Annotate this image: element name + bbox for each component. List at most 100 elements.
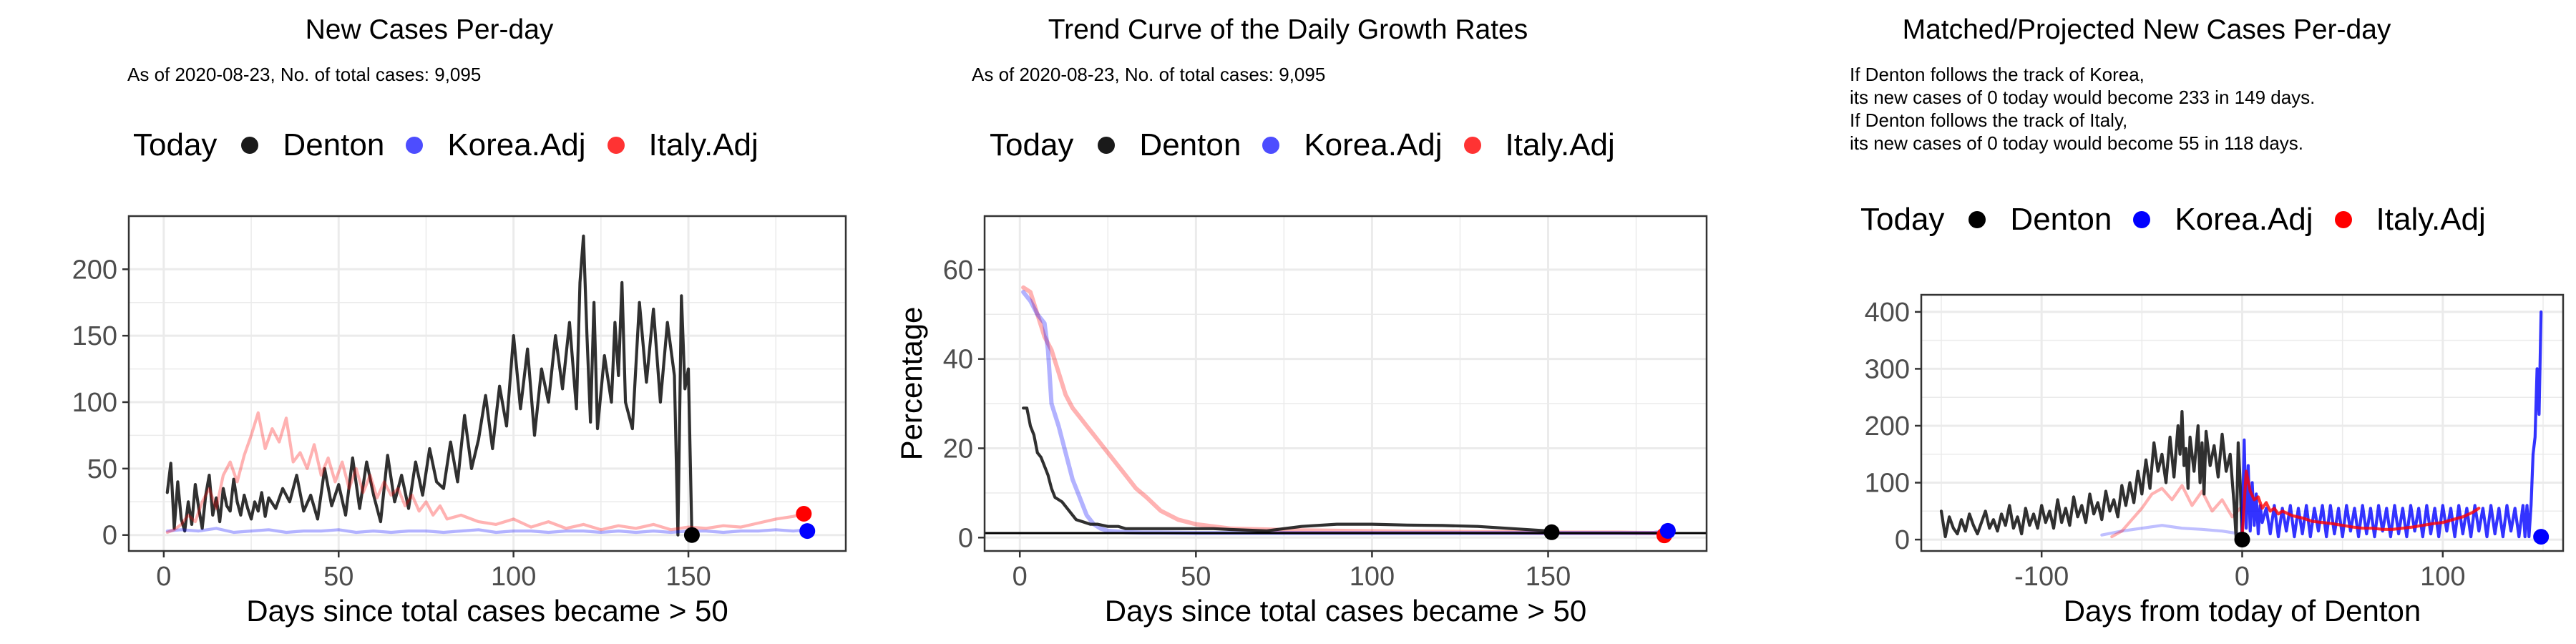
x-axis-label: Days from today of Denton (2064, 594, 2421, 628)
legend-dot-icon (1968, 211, 1986, 228)
y-tick-label: 400 (1865, 298, 1910, 328)
legend-title: Today (990, 127, 1074, 162)
legend-label: Denton (2010, 202, 2112, 237)
series-line (2110, 484, 2242, 539)
plot-border (983, 215, 1708, 552)
legend-dot-icon (1463, 137, 1481, 154)
subtitle-line: If Denton follows the track of Italy, (1850, 109, 2128, 131)
plot-background (129, 216, 846, 551)
series-line (165, 411, 806, 535)
series-group (165, 234, 809, 537)
chart-subtitle: As of 2020-08-23, No. of total cases: 9,… (972, 63, 1325, 86)
today-point (2533, 529, 2550, 545)
x-tick-label: 100 (2420, 562, 2465, 592)
y-tick-label: 200 (1865, 411, 1910, 441)
subtitle-line: As of 2020-08-23, No. of total cases: 9,… (127, 64, 482, 85)
subtitle-line: its new cases of 0 today would become 23… (1850, 87, 2316, 108)
chart-panel-new-cases: New Cases Per-day As of 2020-08-23, No. … (0, 0, 859, 644)
chart-subtitle: If Denton follows the track of Korea, it… (1850, 63, 2315, 155)
y-axis-label: Percentage (894, 307, 928, 461)
y-tick-label: 150 (72, 321, 117, 351)
legend-dot-icon (1098, 137, 1116, 154)
legend-dot-icon (241, 137, 259, 154)
x-tick-label: 100 (1350, 562, 1395, 592)
series-line (1939, 409, 2244, 542)
legend-label: Italy.Adj (2376, 202, 2486, 237)
today-point (2234, 532, 2250, 548)
chart-legend: Today Denton Korea.Adj Italy.Adj (1860, 202, 2507, 238)
today-point (796, 506, 812, 522)
legend-title: Today (133, 127, 218, 162)
today-point (1543, 524, 1560, 540)
legend-item-denton: Denton (241, 127, 384, 163)
legend-item-korea: Korea.Adj (406, 127, 586, 163)
chart-panel-growth-rates: Trend Curve of the Daily Growth Rates As… (859, 0, 1717, 644)
y-tick-label: 40 (943, 345, 973, 375)
x-tick-label: 100 (491, 562, 536, 592)
series-line (165, 234, 694, 537)
plot-background (985, 216, 1707, 551)
subtitle-line: If Denton follows the track of Korea, (1850, 64, 2145, 85)
x-tick-label: 50 (323, 562, 353, 592)
legend-item-korea: Korea.Adj (1262, 127, 1443, 163)
y-tick-label: 300 (1865, 354, 1910, 384)
legend-item-denton: Denton (1098, 127, 1241, 163)
legend-dot-icon (2133, 211, 2151, 228)
chart-svg: 0 50 100 150 0 50 100 150 200 Days since total ca… (72, 215, 847, 628)
y-tick-label: 100 (1865, 469, 1910, 499)
chart-svg: 0 50 100 150 0 20 40 60 Days since total cases b… (894, 215, 1708, 628)
series-line (1022, 406, 1553, 534)
x-axis-label: Days since total cases became > 50 (246, 594, 728, 628)
legend-item-italy: Italy.Adj (2334, 202, 2486, 238)
x-axis-label: Days since total cases became > 50 (1105, 594, 1587, 628)
x-tick-label: 0 (156, 562, 171, 592)
chart-title: Matched/Projected New Cases Per-day (1902, 14, 2391, 45)
y-tick-label: 50 (87, 454, 117, 484)
legend-dot-icon (406, 137, 424, 154)
legend-label: Korea.Adj (2175, 202, 2313, 237)
legend-item-italy: Italy.Adj (607, 127, 758, 163)
y-tick-label: 0 (958, 523, 973, 553)
chart-legend: Today Denton Korea.Adj Italy.Adj (133, 127, 780, 163)
x-tick-label: 0 (2235, 562, 2250, 592)
chart-title: Trend Curve of the Daily Growth Rates (1048, 14, 1528, 45)
legend-item-denton: Denton (1968, 202, 2112, 238)
chart-panel-projected: Matched/Projected New Cases Per-day If D… (1717, 0, 2576, 644)
chart-subtitle: As of 2020-08-23, No. of total cases: 9,… (127, 63, 481, 86)
chart-svg: -100 0 100 0 100 200 300 400 Days from today of … (1865, 293, 2565, 628)
legend-label: Denton (283, 127, 385, 162)
legend-label: Italy.Adj (1505, 127, 1615, 162)
x-tick-label: 50 (1181, 562, 1211, 592)
y-tick-label: 60 (943, 255, 973, 286)
series-line (2240, 469, 2481, 539)
x-tick-label: 150 (1526, 562, 1571, 592)
series-line (2100, 524, 2242, 537)
legend-label: Korea.Adj (447, 127, 586, 162)
subtitle-line: As of 2020-08-23, No. of total cases: 9,… (972, 64, 1326, 85)
y-tick-label: 100 (72, 388, 117, 418)
legend-item-italy: Italy.Adj (1463, 127, 1615, 163)
legend-dot-icon (2334, 211, 2352, 228)
x-tick-label: 150 (665, 562, 711, 592)
today-point (1659, 522, 1676, 539)
legend-label: Korea.Adj (1304, 127, 1443, 162)
legend-title: Today (1860, 202, 1945, 237)
legend-dot-icon (1262, 137, 1280, 154)
subtitle-line: its new cases of 0 today would become 55… (1850, 132, 2304, 154)
legend-label: Italy.Adj (648, 127, 758, 162)
legend-item-korea: Korea.Adj (2133, 202, 2313, 238)
series-line (2240, 310, 2543, 539)
plot-border (127, 215, 847, 552)
series-group (1939, 310, 2543, 542)
y-tick-label: 200 (72, 255, 117, 285)
legend-dot-icon (607, 137, 625, 154)
legend-label: Denton (1139, 127, 1241, 162)
x-tick-label: -100 (2014, 562, 2069, 592)
today-point (683, 527, 700, 543)
y-tick-label: 0 (1895, 525, 1910, 555)
chart-title: New Cases Per-day (305, 14, 554, 45)
y-tick-label: 20 (943, 434, 973, 464)
x-tick-label: 0 (1013, 562, 1028, 592)
chart-legend: Today Denton Korea.Adj Italy.Adj (990, 127, 1636, 163)
y-tick-label: 0 (102, 521, 117, 551)
